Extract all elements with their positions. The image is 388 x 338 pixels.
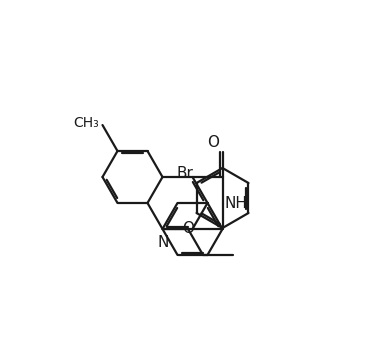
Text: CH₃: CH₃ <box>73 116 99 130</box>
Text: N: N <box>158 235 169 250</box>
Text: O: O <box>182 221 194 237</box>
Text: Br: Br <box>177 166 194 181</box>
Text: O: O <box>208 135 220 149</box>
Text: NH: NH <box>225 195 248 211</box>
